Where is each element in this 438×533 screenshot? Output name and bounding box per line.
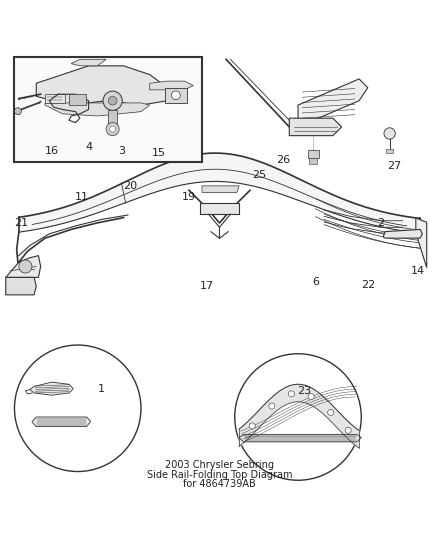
Polygon shape	[6, 256, 41, 277]
Bar	[307, 150, 318, 158]
Polygon shape	[382, 229, 421, 238]
Circle shape	[14, 345, 141, 472]
Polygon shape	[19, 153, 419, 233]
Text: 20: 20	[123, 181, 137, 191]
Circle shape	[19, 260, 32, 273]
Polygon shape	[71, 59, 106, 66]
Polygon shape	[289, 118, 341, 135]
Circle shape	[14, 108, 21, 115]
Text: 25: 25	[251, 170, 265, 180]
Text: 16: 16	[44, 146, 58, 156]
Circle shape	[108, 96, 117, 105]
Text: 14: 14	[410, 266, 424, 276]
Text: 21: 21	[14, 218, 28, 228]
Circle shape	[110, 126, 116, 132]
Text: 19: 19	[181, 192, 196, 201]
Bar	[14, 57, 201, 162]
Polygon shape	[45, 94, 64, 103]
Text: 26: 26	[275, 155, 289, 165]
Circle shape	[106, 123, 119, 135]
Circle shape	[171, 91, 180, 100]
Circle shape	[344, 427, 350, 433]
Polygon shape	[201, 186, 239, 192]
Bar	[165, 87, 186, 103]
Polygon shape	[6, 277, 36, 295]
Polygon shape	[39, 101, 42, 104]
Text: 1: 1	[98, 384, 105, 394]
Circle shape	[103, 91, 122, 110]
Circle shape	[307, 393, 314, 400]
Polygon shape	[32, 417, 91, 426]
Polygon shape	[30, 382, 73, 395]
Circle shape	[249, 423, 254, 429]
Bar	[69, 94, 86, 105]
Bar	[385, 149, 392, 153]
Polygon shape	[297, 79, 367, 127]
Text: 2: 2	[377, 218, 384, 228]
Polygon shape	[239, 434, 360, 442]
Bar	[309, 158, 317, 164]
Circle shape	[288, 391, 294, 397]
Circle shape	[234, 354, 360, 480]
Text: 23: 23	[297, 386, 311, 396]
Polygon shape	[199, 203, 239, 214]
Polygon shape	[415, 218, 426, 268]
Text: for 4864739AB: for 4864739AB	[183, 479, 255, 489]
Text: 15: 15	[151, 148, 165, 158]
Circle shape	[268, 403, 274, 409]
Polygon shape	[239, 384, 358, 448]
Text: 11: 11	[75, 192, 89, 201]
Text: 4: 4	[85, 142, 92, 151]
Text: 22: 22	[360, 280, 374, 290]
Circle shape	[327, 409, 333, 415]
Circle shape	[383, 128, 394, 139]
Text: 6: 6	[311, 277, 318, 287]
Polygon shape	[108, 110, 117, 127]
Polygon shape	[45, 103, 149, 116]
Text: 27: 27	[386, 161, 400, 171]
Text: 17: 17	[199, 281, 213, 291]
Text: Side Rail-Folding Top Diagram: Side Rail-Folding Top Diagram	[146, 470, 292, 480]
Text: 2003 Chrysler Sebring: 2003 Chrysler Sebring	[165, 460, 273, 470]
Polygon shape	[149, 81, 193, 90]
Polygon shape	[36, 66, 167, 105]
Text: 3: 3	[117, 146, 124, 156]
